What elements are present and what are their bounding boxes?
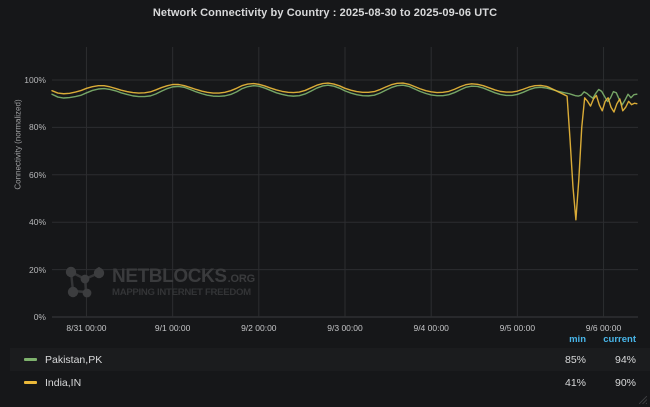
resize-grip-icon[interactable] — [639, 396, 647, 404]
legend-value-min: 41% — [564, 376, 586, 389]
x-axis-tick-label: 8/31 00:00 — [66, 323, 107, 333]
plot-area[interactable]: Connectivity (normalized) 0% 20% 40% 60% 80%… — [0, 0, 650, 340]
legend-header-current[interactable]: current — [603, 334, 636, 345]
x-axis-tick-label: 9/6 00:00 — [585, 323, 622, 333]
legend-header-row: min current — [536, 334, 636, 345]
y-axis-title: Connectivity (normalized) — [13, 99, 23, 190]
page-title: Network Connectivity by Country : 2025-0… — [152, 7, 498, 19]
y-axis-tick-label: 20% — [28, 264, 46, 275]
y-axis-tick-label: 100% — [24, 75, 46, 85]
legend-value-current: 90% — [614, 376, 636, 389]
legend-item-india[interactable]: India,IN 41% 90% — [10, 371, 650, 394]
y-axis-tick-label: 40% — [28, 217, 46, 228]
legend-series-label[interactable]: Pakistan,PK — [45, 353, 103, 366]
legend-series-label[interactable]: India,IN — [45, 376, 82, 389]
x-axis-tick-label: 9/2 00:00 — [241, 323, 277, 333]
y-axis-tick-label: 60% — [28, 169, 46, 180]
legend-header-min[interactable]: min — [569, 334, 586, 345]
series-line-india — [51, 82, 638, 221]
chart-legend: min current Pakistan,PK 85% 94% India,IN 41%… — [0, 332, 650, 407]
chart-svg — [51, 47, 638, 318]
y-axis-tick-label: 0% — [33, 312, 46, 322]
legend-value-current: 94% — [614, 353, 636, 366]
x-axis-tick-label: 9/5 00:00 — [499, 323, 536, 333]
legend-color-swatch[interactable] — [24, 358, 37, 361]
legend-values: 41% 90% — [536, 377, 650, 389]
x-axis-tick-label: 9/1 00:00 — [154, 323, 191, 333]
legend-color-swatch[interactable] — [24, 381, 37, 384]
legend-value-min: 85% — [564, 353, 586, 366]
series-line-pakistan — [51, 84, 638, 106]
x-axis-tick-label: 9/4 00:00 — [413, 323, 449, 333]
legend-values: 85% 94% — [536, 354, 650, 366]
y-axis-tick-label: 80% — [28, 122, 46, 133]
legend-item-pakistan[interactable]: Pakistan,PK 85% 94% — [10, 348, 650, 371]
x-axis-tick-label: 9/3 00:00 — [327, 323, 363, 333]
